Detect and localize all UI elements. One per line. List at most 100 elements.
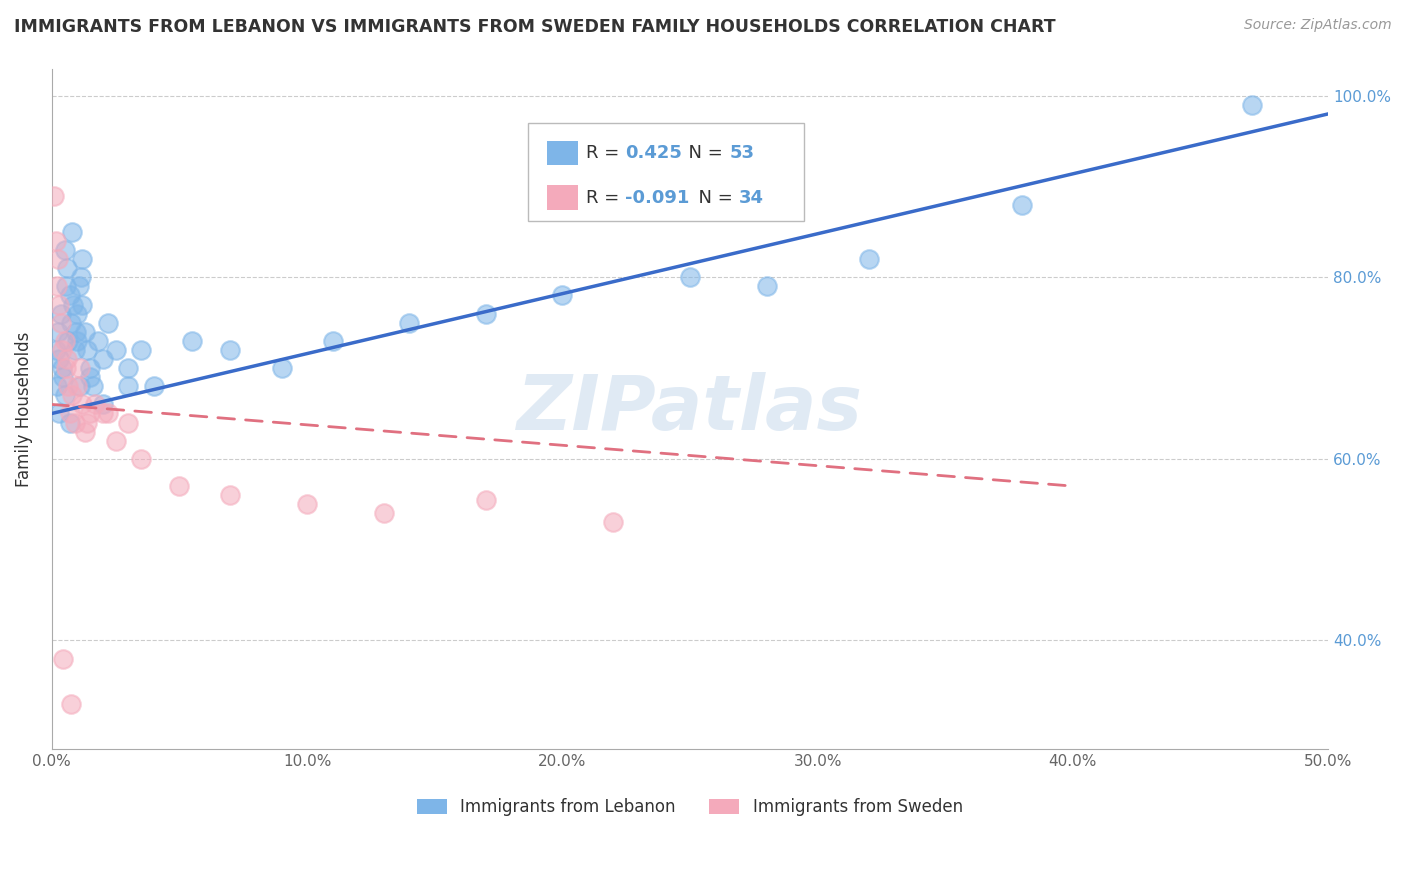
Point (84, 397, 107, 411)
Point (97, 407, 120, 421)
Point (69, 379, 91, 393)
Point (55, 279, 77, 293)
Point (373, 507, 395, 521)
Point (73, 425, 96, 439)
Point (63, 416, 86, 430)
Point (59, 288, 82, 302)
Y-axis label: Family Households: Family Households (15, 331, 32, 487)
Point (66, 334, 89, 348)
Point (1011, 197, 1033, 211)
Point (79, 407, 101, 421)
Point (59, 316, 82, 330)
Text: IMMIGRANTS FROM LEBANON VS IMMIGRANTS FROM SWEDEN FAMILY HOUSEHOLDS CORRELATION : IMMIGRANTS FROM LEBANON VS IMMIGRANTS FR… (14, 18, 1056, 36)
Point (53, 334, 76, 348)
Point (97, 316, 120, 330)
Point (91, 407, 114, 421)
Text: N =: N = (678, 144, 728, 161)
Point (602, 516, 624, 530)
Point (48, 407, 70, 421)
Point (91, 351, 114, 366)
Point (72, 252, 94, 267)
Point (52, 370, 75, 384)
Text: N =: N = (688, 188, 738, 207)
Point (58, 379, 80, 393)
Text: ZIPatlas: ZIPatlas (517, 372, 863, 446)
Point (67, 279, 90, 293)
Point (44, 188, 66, 202)
Text: Source: ZipAtlas.com: Source: ZipAtlas.com (1244, 18, 1392, 32)
Point (72, 297, 94, 311)
Point (551, 288, 574, 302)
Text: R =: R = (586, 188, 624, 207)
Point (62, 297, 84, 311)
Point (66, 379, 89, 393)
Point (45, 343, 67, 357)
Legend: Immigrants from Lebanon, Immigrants from Sweden: Immigrants from Lebanon, Immigrants from… (411, 791, 969, 822)
Point (91, 397, 114, 411)
Point (48, 351, 70, 366)
Point (45, 234, 67, 248)
Point (270, 361, 292, 376)
Point (1240, 98, 1263, 112)
Point (181, 334, 204, 348)
Text: 34: 34 (740, 188, 765, 207)
Point (858, 252, 880, 267)
Point (86, 334, 108, 348)
Point (60, 225, 83, 239)
Point (55, 361, 77, 376)
Point (59, 407, 82, 421)
Point (73, 325, 96, 339)
Point (69, 361, 91, 376)
Point (63, 343, 86, 357)
Text: R =: R = (586, 144, 624, 161)
Point (82, 379, 104, 393)
Point (59, 416, 82, 430)
Point (49, 316, 72, 330)
Text: 0.425: 0.425 (626, 144, 682, 161)
Point (51, 361, 73, 376)
Point (60, 388, 83, 402)
Point (72, 397, 94, 411)
Point (219, 343, 242, 357)
Point (129, 451, 152, 466)
Point (104, 343, 127, 357)
Point (53, 388, 76, 402)
Point (66, 307, 89, 321)
Text: 53: 53 (730, 144, 755, 161)
Point (117, 416, 139, 430)
Point (474, 307, 496, 321)
Point (76, 343, 98, 357)
Point (474, 492, 496, 507)
Point (79, 370, 101, 384)
Text: -0.091: -0.091 (626, 188, 690, 207)
Point (142, 379, 165, 393)
Point (295, 497, 318, 511)
Point (65, 325, 87, 339)
Point (79, 361, 101, 376)
Point (56, 351, 79, 366)
Point (56, 261, 79, 276)
Point (52, 651, 75, 665)
Point (129, 343, 152, 357)
Point (76, 416, 98, 430)
Point (70, 270, 93, 285)
Point (51, 343, 73, 357)
Point (46, 325, 69, 339)
Point (322, 334, 344, 348)
Point (219, 488, 242, 502)
Point (169, 479, 191, 493)
Point (45, 379, 67, 393)
Point (117, 379, 139, 393)
Point (53, 243, 76, 257)
Point (104, 434, 127, 448)
Point (45, 279, 67, 293)
Point (398, 316, 420, 330)
Point (679, 270, 702, 285)
Point (49, 307, 72, 321)
Point (46, 252, 69, 267)
Point (117, 361, 139, 376)
Point (755, 279, 778, 293)
Point (48, 297, 70, 311)
Point (58, 334, 80, 348)
Point (59, 697, 82, 711)
